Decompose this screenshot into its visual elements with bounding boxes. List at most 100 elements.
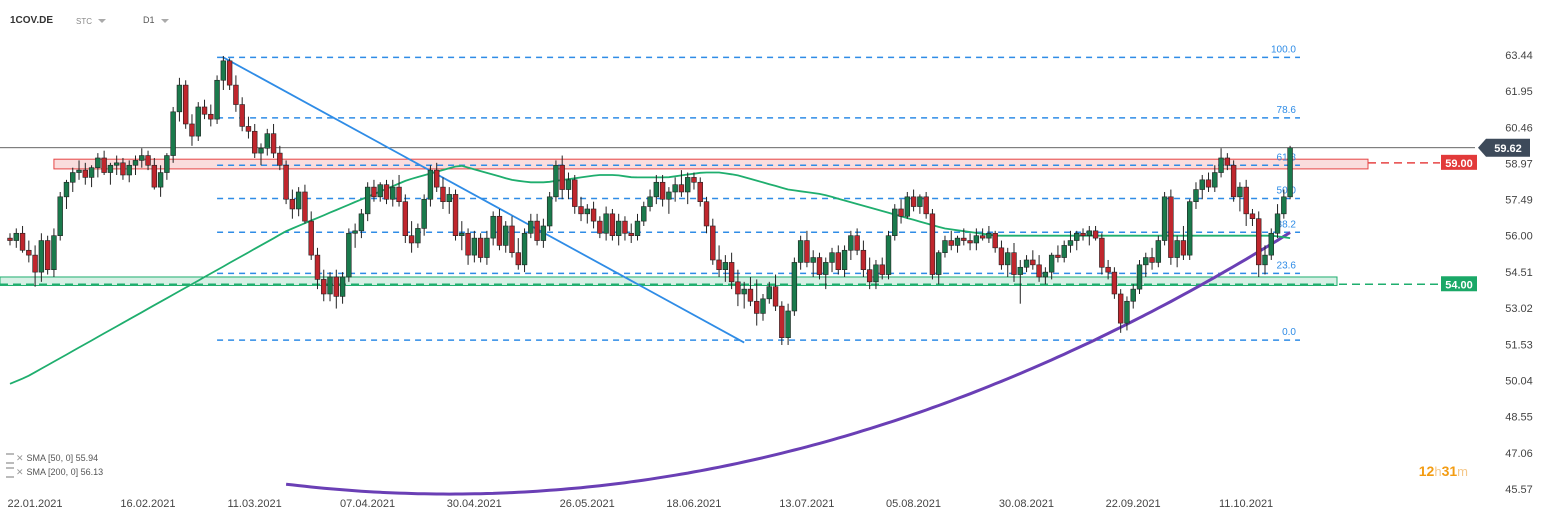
candle-body [603,213,609,234]
candle-body [1143,257,1149,266]
candle-body [151,164,158,188]
candle [678,170,685,197]
settings-icon[interactable] [6,467,14,479]
candle [277,145,283,171]
candle [578,196,584,222]
symbol-label[interactable]: 1COV.DE [10,15,53,26]
candle-body [1274,213,1281,234]
candle-body [672,184,678,193]
x-tick-label: 07.04.2021 [340,498,395,510]
candle-body [1036,264,1042,278]
candle [515,238,521,270]
settings-icon[interactable] [6,453,14,465]
x-tick-label: 22.09.2021 [1106,498,1161,510]
close-icon[interactable]: ✕ [16,467,24,477]
candle [440,177,446,209]
candle [923,191,929,219]
candle-body [785,310,791,338]
timeframe-selector[interactable]: D1 [143,15,155,25]
candle-body [1262,254,1268,266]
candle-body [804,240,810,263]
candle [201,99,208,120]
candle [779,301,785,345]
candle-body [540,225,547,241]
candle [270,123,277,158]
candle-body [264,133,270,149]
timer-hours-unit: h [1434,464,1442,479]
candle-body [1067,240,1074,246]
candle-body [892,208,898,236]
candle [233,75,239,112]
last-price-tag-bg [1478,138,1530,157]
candle-body [1149,257,1155,263]
candle-body [113,162,120,166]
candle [816,252,823,280]
candle [1180,225,1187,260]
candle-body [371,186,377,198]
candles [7,55,1293,345]
candle-body [528,220,534,234]
candle-body [1287,147,1293,198]
candle [1174,235,1180,268]
candle [1205,172,1212,192]
candle [866,257,873,290]
candle [992,230,998,253]
candle-body [703,201,710,227]
y-tick-label: 51.53 [1505,339,1533,351]
candle [797,235,804,270]
candle-body [866,269,873,283]
candle-body [622,220,628,234]
candle [364,182,371,222]
candle [258,143,264,166]
candle [1105,259,1111,280]
candle-body [415,228,421,244]
candle [603,206,609,241]
candle [590,201,597,229]
support-price-tag-bg [1441,276,1477,292]
y-tick-label: 61.95 [1505,86,1533,98]
candle-body [270,133,277,154]
chart-type-selector[interactable]: STC [76,17,92,26]
candle [57,191,63,241]
candle-body [641,206,647,222]
candle [559,155,565,200]
candle-body [979,235,986,239]
candle [722,255,729,282]
candle-body [289,198,296,210]
candle-body [754,300,760,314]
candle-body [44,240,51,270]
y-tick-label: 58.97 [1505,159,1533,171]
candle-body [565,179,572,190]
candle [346,228,352,282]
candle [892,204,898,241]
candle [986,225,992,243]
candle-body [678,184,685,193]
candle-body [433,169,440,188]
candle-body [1237,186,1243,198]
close-icon[interactable]: ✕ [16,453,24,463]
candle [1130,284,1136,309]
candle [1268,228,1274,260]
candle [873,259,879,290]
candle [1117,289,1124,333]
candle [490,211,496,246]
timeframe-chevron-down-icon[interactable] [161,19,169,23]
candle [760,293,766,321]
candle-body [716,259,722,270]
fib-level-label: 61.8 [1277,152,1297,163]
candle [647,189,653,212]
candle [1274,204,1281,239]
candle [672,177,678,202]
candle [929,208,936,280]
candle [314,247,321,290]
candle [145,150,151,171]
candle-body [760,298,766,314]
candle-body [295,191,302,210]
candle [584,204,591,224]
candle-body [835,252,842,270]
candle [572,174,578,214]
chart-type-chevron-down-icon[interactable] [98,19,106,23]
candle-body [1168,196,1174,258]
candle-body [816,257,823,275]
